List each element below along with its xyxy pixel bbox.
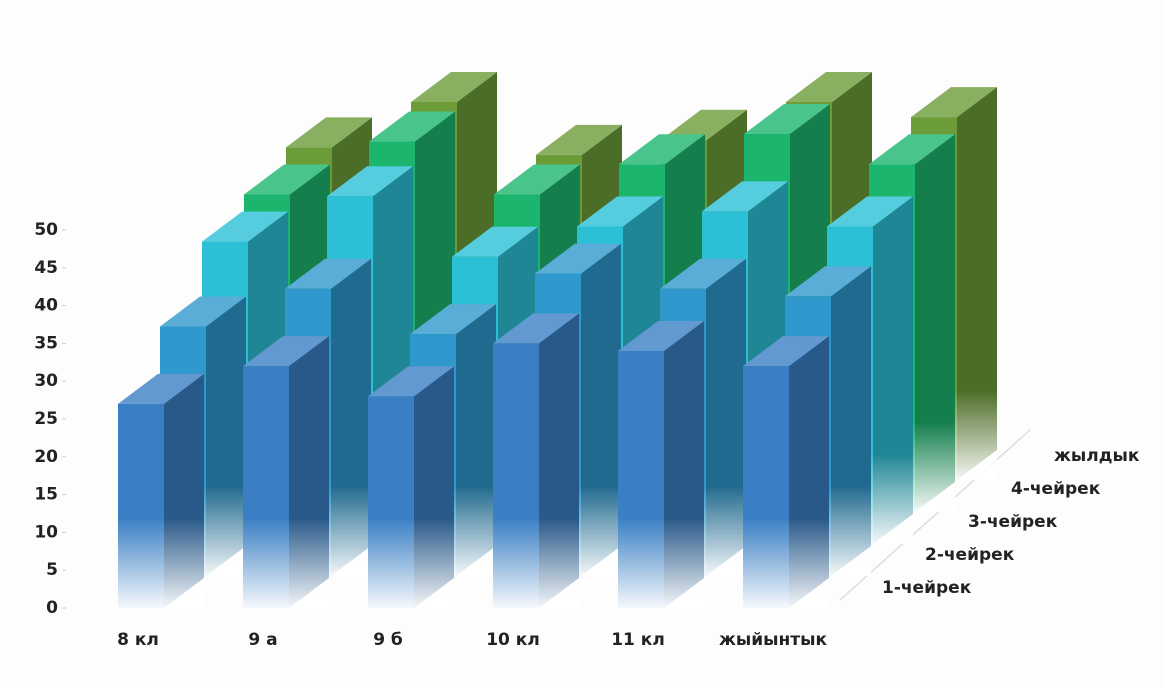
- bar-fade: [493, 518, 579, 608]
- bar-fade: [743, 518, 829, 608]
- x-tick-label: 9 а: [248, 630, 277, 650]
- x-tick-label: 8 кл: [117, 630, 159, 650]
- series-label: 1-чейрек: [882, 578, 972, 598]
- bar-top: [619, 134, 705, 165]
- y-tick-label: 20: [34, 447, 58, 467]
- x-tick-label: 11 кл: [611, 630, 665, 650]
- bar-top: [286, 117, 372, 148]
- series-label: 3-чейрек: [968, 512, 1058, 532]
- bar-top: [660, 258, 746, 289]
- y-tick-label: 50: [34, 220, 58, 240]
- bar-top: [744, 104, 830, 134]
- bar-top: [410, 304, 496, 335]
- bar-top: [411, 72, 497, 102]
- bar-top: [577, 196, 663, 227]
- y-tick-label: 35: [34, 333, 58, 353]
- bar: [243, 336, 329, 608]
- bar: [118, 373, 204, 608]
- bar-top: [452, 226, 538, 257]
- bar-top: [493, 313, 579, 344]
- bar: [743, 336, 829, 608]
- bar-top: [202, 211, 288, 242]
- bar-side: [957, 87, 997, 481]
- bar-top: [285, 258, 371, 289]
- bar-top: [743, 336, 829, 367]
- bar-top: [911, 87, 997, 118]
- bar-top: [243, 336, 329, 367]
- y-tick-label: 40: [34, 296, 58, 316]
- bar-top: [368, 366, 454, 397]
- bar-top: [535, 243, 621, 274]
- y-tick-label: 15: [34, 485, 58, 505]
- bar-top: [827, 196, 913, 227]
- bar: [618, 320, 704, 608]
- x-tick-label: 9 б: [373, 630, 403, 650]
- bar-top: [702, 181, 788, 212]
- y-tick-label: 5: [46, 560, 58, 580]
- bar-top: [618, 320, 704, 351]
- bar: [368, 366, 454, 608]
- bar-top: [494, 164, 580, 195]
- y-tick-label: 30: [34, 371, 58, 391]
- x-tick-label: жыйынтык: [719, 630, 828, 650]
- depth-axis: [839, 429, 1031, 601]
- y-tick-label: 45: [34, 258, 58, 278]
- y-tick-label: 0: [46, 598, 58, 618]
- series-label: жылдык: [1054, 446, 1140, 466]
- bar-fade: [618, 518, 704, 608]
- bar-top: [536, 124, 622, 155]
- bar-side: [915, 134, 955, 513]
- bar-top: [661, 109, 747, 140]
- bar-top: [160, 296, 246, 327]
- bar-top: [785, 266, 871, 297]
- bar-top: [786, 72, 872, 102]
- series-label: 4-чейрек: [1011, 479, 1101, 499]
- bar: [493, 313, 579, 608]
- bar-top: [118, 373, 204, 404]
- bar-top: [244, 164, 330, 195]
- x-tick-label: 10 кл: [486, 630, 540, 650]
- bar-fade: [368, 518, 454, 608]
- y-tick-label: 10: [34, 522, 58, 542]
- bar-fade: [243, 518, 329, 608]
- bar-top: [869, 134, 955, 165]
- bar-top: [369, 111, 455, 142]
- series-label: 2-чейрек: [925, 545, 1015, 565]
- bar-top: [327, 166, 413, 197]
- y-tick-label: 25: [34, 409, 58, 429]
- bar-fade: [118, 518, 204, 608]
